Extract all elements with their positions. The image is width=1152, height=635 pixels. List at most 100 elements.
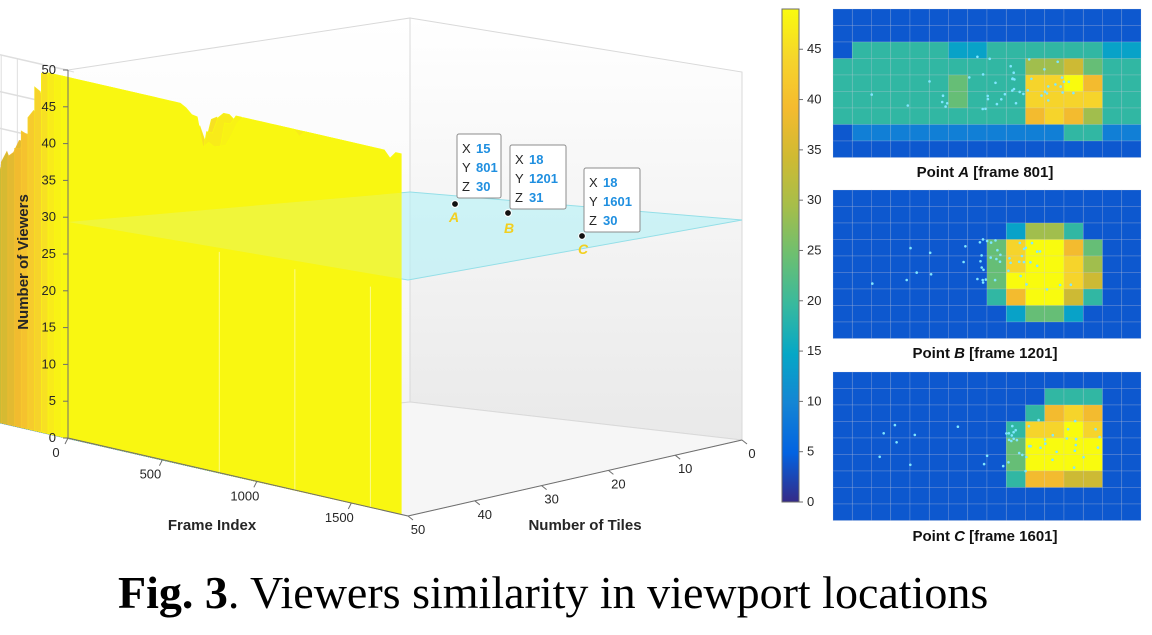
viewer-dot xyxy=(1009,64,1012,68)
heatmap-cell xyxy=(1005,305,1026,323)
heatmap-cell xyxy=(928,437,949,455)
viewer-dot xyxy=(1035,250,1039,253)
heatmap-cell xyxy=(1005,74,1026,92)
heatmap-cell xyxy=(909,58,930,76)
heatmap-cell xyxy=(871,206,892,224)
viewer-dot xyxy=(1000,98,1003,101)
heatmap-cell xyxy=(1063,388,1084,406)
heatmap-cell xyxy=(909,189,930,207)
heatmap-cell xyxy=(1102,41,1123,59)
heatmap-cell xyxy=(851,107,872,125)
viewer-dot xyxy=(1044,442,1047,445)
viewer-dot xyxy=(1065,437,1069,440)
heatmap-cell xyxy=(1025,222,1046,240)
heatmap-cell xyxy=(1082,487,1103,505)
heatmap-cell xyxy=(890,124,911,142)
heatmap-cell xyxy=(986,404,1007,422)
heatmap-cell xyxy=(890,239,911,257)
heatmap-a-caption-post: [frame 801] xyxy=(969,164,1053,181)
heatmap-cell xyxy=(967,25,988,43)
viewer-dot xyxy=(988,57,991,61)
heatmap-cell xyxy=(871,288,892,306)
heatmap-cell xyxy=(832,107,853,125)
heatmap-cell xyxy=(928,74,949,92)
viewer-dot xyxy=(1025,455,1028,459)
heatmap-b-caption: Point B [frame 1201] xyxy=(912,345,1057,362)
data-tip-c[interactable]: X 18 Y 1601 Z 30 C xyxy=(578,167,641,257)
z-tick-label: 45 xyxy=(42,99,56,114)
viewer-dot xyxy=(1062,80,1066,83)
heatmap-a-cells xyxy=(832,8,1142,158)
viewer-dot xyxy=(980,254,983,257)
heatmap-cell xyxy=(851,470,872,488)
heatmap-cell xyxy=(1025,25,1046,43)
viewer-dot xyxy=(994,81,997,85)
heatmap-cell xyxy=(986,140,1007,158)
heatmap-cell xyxy=(890,388,911,406)
colorbar-tick-label: 40 xyxy=(807,92,821,107)
heatmap-cell xyxy=(1025,454,1046,472)
colorbar-tick-label: 35 xyxy=(807,142,821,157)
heatmap-cell xyxy=(890,41,911,59)
heatmap-cell xyxy=(832,255,853,273)
viewer-dot xyxy=(1003,92,1007,96)
x-axis-ticks: 0 500 1000 1500 xyxy=(52,437,354,525)
heatmap-cell xyxy=(1121,421,1142,439)
heatmap-cell xyxy=(871,41,892,59)
heatmap-cell xyxy=(832,206,853,224)
colorbar-tick-label: 20 xyxy=(807,293,821,308)
heatmap-cell xyxy=(1025,124,1046,142)
data-tip-a-x-key: X xyxy=(462,141,471,156)
data-tip-a-z-value: 30 xyxy=(476,179,490,194)
heatmap-cell xyxy=(909,321,930,339)
viewer-dot xyxy=(1012,87,1016,91)
heatmap-cell xyxy=(871,255,892,273)
data-tip-b-y-key: Y xyxy=(515,171,524,186)
viewer-dot xyxy=(985,454,989,458)
heatmap-cell xyxy=(1102,107,1123,125)
heatmap-cell xyxy=(967,388,988,406)
heatmap-cell xyxy=(890,288,911,306)
heatmap-cell xyxy=(986,470,1007,488)
heatmap-cell xyxy=(1082,107,1103,125)
heatmap-cell xyxy=(1102,421,1123,439)
heatmap-cell xyxy=(967,58,988,76)
heatmap-cell xyxy=(1121,124,1142,142)
data-tip-c-x-key: X xyxy=(589,175,598,190)
y-tick-mark xyxy=(474,500,481,506)
viewer-dot xyxy=(1056,60,1059,64)
heatmap-cell xyxy=(851,503,872,521)
heatmap-cell xyxy=(871,470,892,488)
heatmap-cell xyxy=(909,272,930,290)
viewer-dot xyxy=(1045,288,1049,291)
heatmap-cell xyxy=(1044,321,1065,339)
viewer-dot xyxy=(986,97,990,101)
heatmap-cell xyxy=(909,107,930,125)
heatmap-cell xyxy=(1025,8,1046,26)
heatmap-cell xyxy=(851,421,872,439)
heatmap-cell xyxy=(871,25,892,43)
viewer-dot xyxy=(1001,464,1005,468)
data-tip-b[interactable]: X 18 Y 1201 Z 31 B xyxy=(504,144,567,236)
heatmap-cell xyxy=(1025,255,1046,273)
heatmap-cell xyxy=(967,124,988,142)
heatmap-cell xyxy=(832,91,853,109)
heatmap-cell xyxy=(1063,124,1084,142)
data-tip-a[interactable]: X 15 Y 801 Z 30 A xyxy=(448,133,502,225)
viewer-dot xyxy=(1059,85,1062,88)
heatmap-cell xyxy=(890,107,911,125)
heatmap-cell xyxy=(1082,404,1103,422)
heatmap-cell xyxy=(1121,58,1142,76)
heatmap-cell xyxy=(890,421,911,439)
heatmap-cell xyxy=(1025,321,1046,339)
heatmap-a-caption-letter: A xyxy=(957,164,969,181)
heatmap-c-cells xyxy=(832,371,1142,521)
viewer-dot xyxy=(941,94,945,97)
heatmap-cell xyxy=(986,239,1007,257)
heatmap-cell xyxy=(1025,189,1046,207)
viewer-dot xyxy=(915,271,918,274)
heatmap-cell xyxy=(967,470,988,488)
y-axis-line xyxy=(407,439,743,517)
heatmap-cell xyxy=(890,206,911,224)
heatmap-cell xyxy=(986,58,1007,76)
